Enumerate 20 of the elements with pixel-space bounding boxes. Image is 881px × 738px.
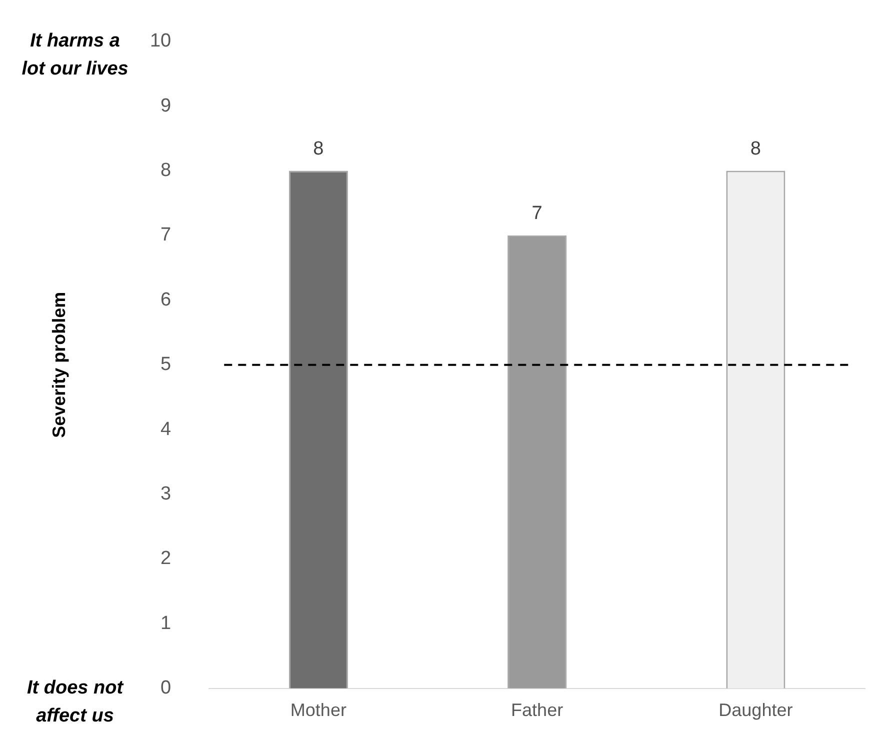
y-axis-title: Severity problem <box>48 292 69 438</box>
y-tick-label: 8 <box>160 160 172 182</box>
y-tick-label: 1 <box>160 612 172 634</box>
y-tick-label: 9 <box>160 95 172 116</box>
text: It harms a lot our lives <box>22 30 128 80</box>
y-tick-label: 4 <box>160 418 172 440</box>
y-tick-label: 7 <box>160 224 172 246</box>
y-tick-label: 6 <box>160 289 172 310</box>
x-tick-label: Mother <box>290 700 346 720</box>
y-tick-label: 10 <box>150 30 172 52</box>
y-tick-label: 3 <box>160 484 172 505</box>
text: It does not affect us <box>26 678 124 727</box>
data-label: 7 <box>532 203 542 224</box>
data-label: 8 <box>750 138 761 160</box>
y-tick-label: 5 <box>160 354 172 376</box>
data-label: 8 <box>313 138 324 160</box>
x-tick-label: Father <box>511 700 564 720</box>
y-tick-label: 0 <box>160 678 172 699</box>
y-tick-label: 2 <box>160 548 172 570</box>
x-tick-label: Daughter <box>718 700 793 720</box>
